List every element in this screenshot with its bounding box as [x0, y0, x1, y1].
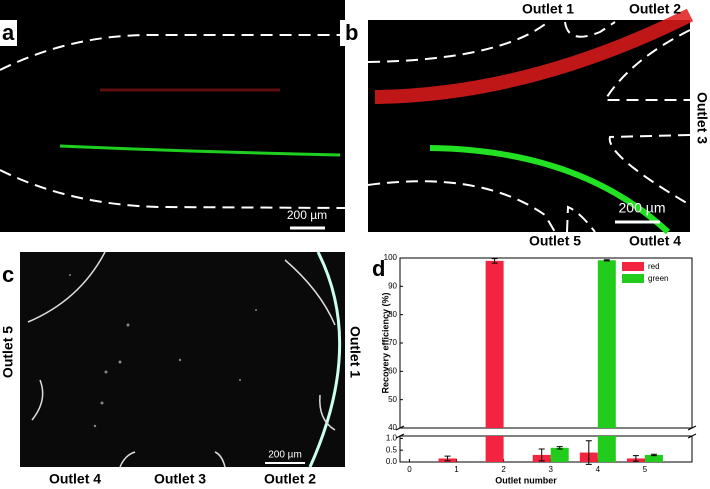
micrograph-b [368, 20, 690, 232]
bar [644, 454, 663, 462]
error-bar [491, 258, 498, 264]
outlet-label: Outlet 5 [529, 233, 581, 249]
bar [485, 260, 504, 428]
label-bg [0, 20, 17, 46]
label-bg [340, 20, 365, 46]
outlet-label: Outlet 3 [694, 92, 710, 144]
green-stream [59, 144, 341, 157]
panel-label: a [2, 20, 15, 45]
channel-wall [608, 134, 691, 206]
label-bg [0, 262, 18, 288]
scale-label: 200 µm [619, 200, 666, 216]
y-tick-label: 1.0 [386, 433, 398, 442]
legend-swatch [622, 274, 644, 283]
error-bar [444, 455, 451, 462]
y-tick-label: 70 [388, 338, 397, 347]
outlet-label: Outlet 1 [347, 326, 363, 378]
plot-frame [399, 257, 693, 429]
channel-wall [367, 180, 556, 233]
panel-label: b [345, 20, 358, 45]
bar [597, 260, 616, 428]
micrograph-a [0, 0, 345, 232]
channel-outline [27, 251, 342, 468]
y-tick-label: 100 [384, 253, 398, 262]
y-tick-label: 0.5 [386, 445, 398, 454]
y-tick-label: 80 [388, 310, 397, 319]
green-stream [429, 145, 671, 235]
outlet-label: Outlet 4 [49, 471, 101, 487]
x-tick-label: 4 [596, 465, 601, 474]
panel-label: d [372, 256, 385, 281]
legend-swatch [622, 262, 644, 271]
y-tick-label: 40 [388, 423, 397, 432]
outlet-label: Outlet 1 [522, 1, 574, 17]
x-tick-label: 3 [548, 465, 553, 474]
outlet-label: Outlet 2 [264, 471, 316, 487]
legend-label: green [648, 274, 668, 283]
particles [69, 274, 257, 428]
channel-wall [603, 29, 691, 101]
panel-label: c [2, 262, 14, 287]
y-axis-label: Recovery efficiency (%) [380, 292, 390, 393]
y-tick-label: 0.0 [386, 457, 398, 466]
scale-label: 200 µm [287, 208, 327, 222]
y-tick-label: 90 [388, 281, 397, 290]
outlet-label: Outlet 2 [629, 1, 681, 17]
channel-wall [564, 21, 616, 38]
x-tick-label: 0 [407, 465, 412, 474]
error-bar [603, 259, 610, 262]
bar [597, 436, 616, 462]
y-tick-label: 60 [388, 366, 397, 375]
micrograph-c [20, 252, 345, 467]
x-axis-label: Outlet number [495, 475, 557, 485]
bar [550, 447, 569, 462]
x-tick-label: 5 [643, 465, 648, 474]
scale-label: 200 µm [268, 450, 302, 461]
axis-break [395, 433, 405, 439]
red-stream [374, 8, 694, 104]
channel-wall [367, 21, 549, 63]
error-bar [556, 446, 563, 450]
bar [485, 436, 504, 462]
error-bar [632, 455, 639, 462]
x-tick-label: 2 [501, 465, 506, 474]
outlet-label: Outlet 4 [629, 233, 681, 249]
axis-break [687, 425, 697, 431]
channel-wall [566, 205, 596, 233]
legend-label: red [648, 262, 660, 271]
error-bar [585, 440, 592, 465]
y-tick-label: 50 [388, 395, 397, 404]
axis-break [687, 433, 697, 439]
channel-wall [0, 34, 345, 71]
outlet-label: Outlet 3 [154, 471, 206, 487]
error-bar [538, 448, 545, 462]
error-bar [650, 453, 657, 457]
x-tick-label: 1 [454, 465, 459, 474]
channel-wall [0, 169, 346, 209]
outlet-label: Outlet 5 [0, 326, 16, 378]
